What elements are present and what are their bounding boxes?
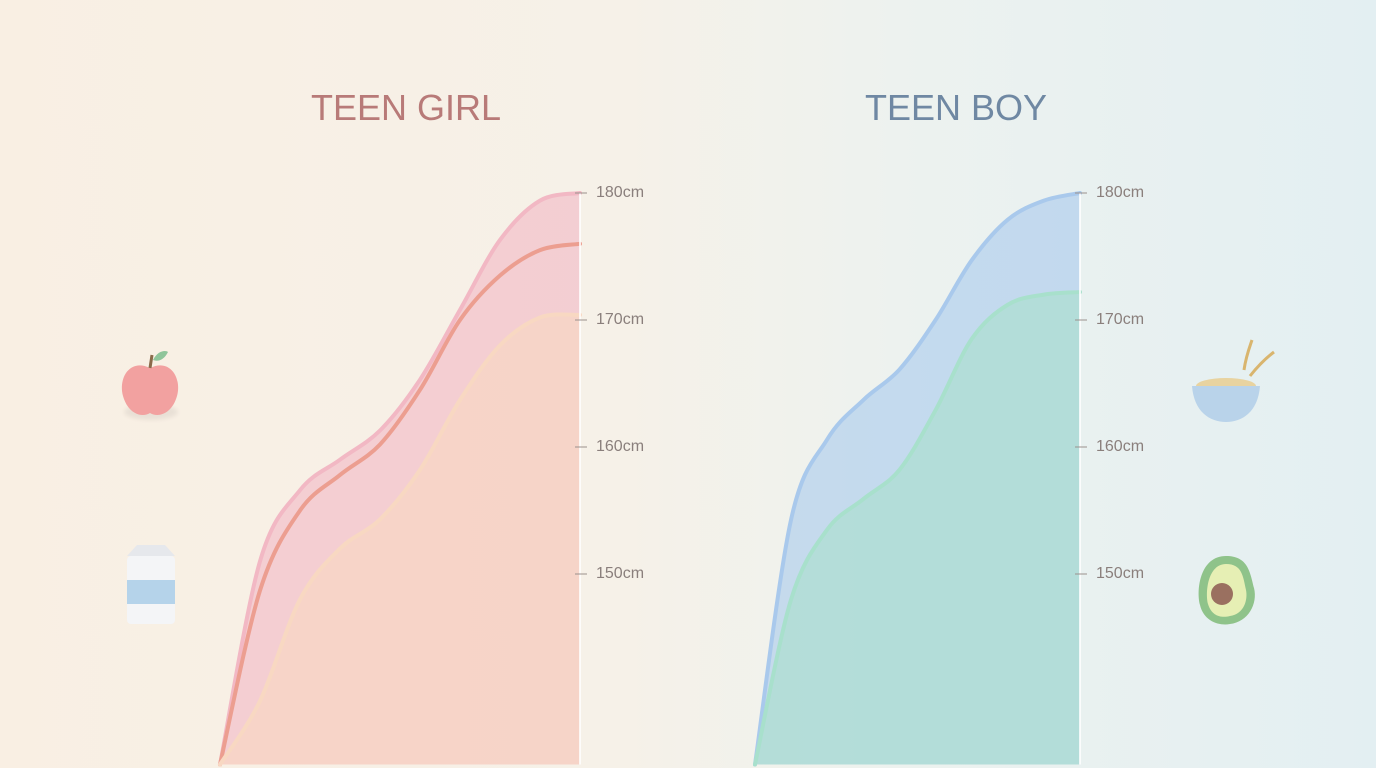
y-tick-label: 150cm (596, 565, 644, 582)
milk-icon (127, 545, 175, 624)
series-line (753, 191, 1082, 767)
y-tick-label: 180cm (596, 184, 644, 201)
chart-title: TEEN BOY (865, 87, 1047, 128)
chart: TEEN BOY 150cm 160cm 170cm 180cm (753, 87, 1144, 767)
cereal-icon (1192, 339, 1275, 422)
series-area (755, 292, 1080, 765)
y-tick-label: 150cm (1096, 565, 1144, 582)
avocado-icon (1198, 556, 1255, 625)
series-area (220, 314, 580, 765)
apple-icon (121, 350, 179, 420)
chart-title: TEEN GIRL (311, 87, 501, 128)
series-line (218, 191, 582, 767)
y-tick-label: 170cm (596, 311, 644, 328)
y-tick-label: 160cm (1096, 438, 1144, 455)
series-line (218, 241, 582, 767)
y-tick-label: 180cm (1096, 184, 1144, 201)
y-tick-label: 160cm (596, 438, 644, 455)
chart: TEEN GIRL 150cm 160cm 170cm 180cm (218, 87, 644, 767)
series-line (218, 312, 582, 767)
series-line (753, 290, 1082, 767)
y-tick-label: 170cm (1096, 311, 1144, 328)
